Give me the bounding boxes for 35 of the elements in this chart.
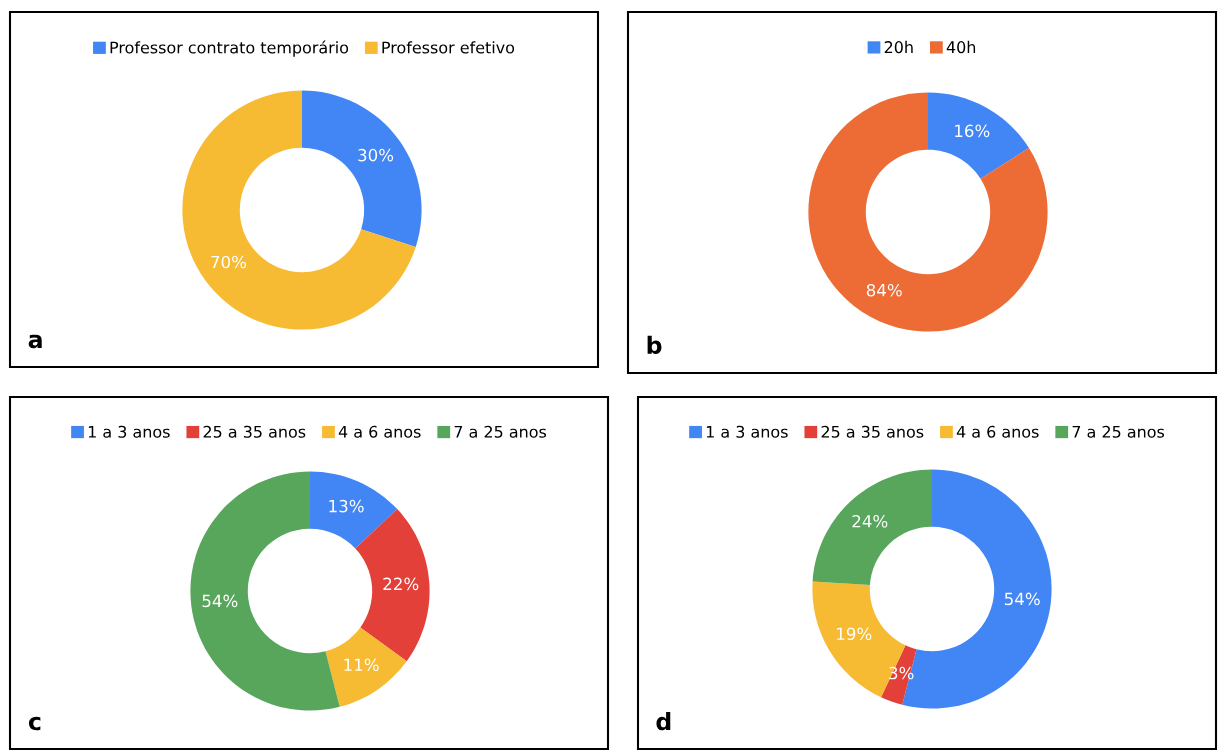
legend-label: 25 a 35 anos [821, 425, 924, 438]
legend-label: 4 a 6 anos [956, 425, 1039, 438]
legend-label: Professor efetivo [382, 41, 515, 54]
legend-label: 7 a 25 anos [454, 425, 547, 438]
donut-slice [808, 92, 1048, 332]
donut-slice [812, 469, 932, 586]
data-label: 30% [358, 148, 394, 162]
legend-label: 7 a 25 anos [1072, 425, 1165, 438]
text: b [647, 335, 662, 354]
text: c [28, 716, 41, 731]
donut-slice [881, 645, 917, 705]
legend-label: 1 a 3 anos [706, 425, 788, 438]
data-label: 19% [837, 627, 872, 641]
legend-label: Professor contrato temporário [110, 40, 349, 57]
data-label: 70% [211, 255, 247, 269]
data-label: 84% [866, 283, 902, 297]
legend-label: 40h [946, 40, 976, 54]
data-label: 16% [955, 124, 990, 138]
text: d [656, 712, 671, 731]
donut-slice [310, 471, 398, 549]
data-label: 54% [202, 594, 238, 608]
donut-slice [182, 90, 416, 330]
donut-slice [325, 627, 407, 707]
data-label: 13% [329, 499, 364, 513]
donut-slice [928, 92, 1029, 179]
legend-label: 1 a 3 anos [88, 425, 170, 438]
donut-slice [302, 90, 422, 247]
data-label: 11% [344, 658, 379, 672]
legend-label: 4 a 6 anos [338, 425, 421, 438]
data-label: 24% [852, 514, 888, 528]
legend-label: 25 a 35 anos [203, 425, 306, 438]
text: a [28, 334, 42, 349]
data-label: 54% [1004, 592, 1040, 606]
legend-label: 20h [884, 40, 913, 54]
data-label: 22% [383, 577, 419, 591]
